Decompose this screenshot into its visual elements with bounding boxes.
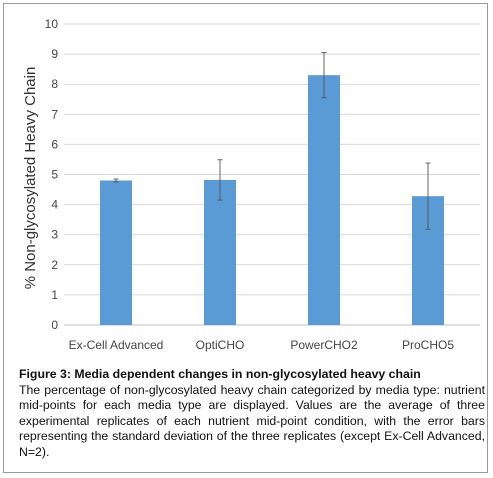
gridlines	[64, 23, 480, 326]
y-tick-label: 0	[51, 318, 58, 332]
x-tick-labels: Ex-Cell Advanced OptiCHO PowerCHO2 ProCHO5	[69, 338, 455, 352]
bar	[100, 180, 132, 325]
y-tick-label: 7	[51, 107, 58, 121]
caption-title: Figure 3: Media dependent changes in non…	[19, 367, 421, 381]
figure-caption: Figure 3: Media dependent changes in non…	[19, 367, 485, 461]
caption-text: The percentage of non-glycosylated heavy…	[19, 382, 485, 459]
y-tick-labels: 0 1 2 3 4 5 6 7 8 9 10	[45, 17, 59, 332]
error-bar	[217, 159, 223, 201]
bar	[308, 75, 340, 325]
x-tick-label: ProCHO5	[402, 338, 454, 352]
y-tick-label: 2	[51, 258, 58, 272]
bar	[204, 179, 236, 325]
chart-area: 0 1 2 3 4 5 6 7 8 9 10 Ex-Cell Advanced OptiCHO Powe…	[4, 4, 489, 364]
bars	[100, 75, 444, 325]
figure-frame: 0 1 2 3 4 5 6 7 8 9 10 Ex-Cell Advanced OptiCHO Powe…	[3, 3, 488, 473]
y-tick-label: 6	[51, 137, 58, 151]
y-axis-label: % Non-glycosylated Heavy Chain	[22, 67, 39, 290]
y-tick-label: 8	[51, 77, 58, 91]
y-tick-label: 5	[51, 168, 58, 182]
error-bar	[321, 52, 327, 99]
x-tick-label: OptiCHO	[196, 338, 245, 352]
bar-chart: 0 1 2 3 4 5 6 7 8 9 10 Ex-Cell Advanced OptiCHO Powe…	[22, 17, 480, 352]
error-bars	[113, 52, 431, 230]
y-tick-label: 1	[51, 288, 58, 302]
y-tick-label: 3	[51, 228, 58, 242]
y-tick-label: 9	[51, 47, 58, 61]
y-tick-label: 10	[45, 17, 59, 31]
error-bar	[113, 178, 119, 183]
x-tick-label: Ex-Cell Advanced	[69, 338, 164, 352]
y-tick-label: 4	[51, 198, 58, 212]
x-tick-label: PowerCHO2	[290, 338, 358, 352]
error-bar	[425, 162, 431, 230]
